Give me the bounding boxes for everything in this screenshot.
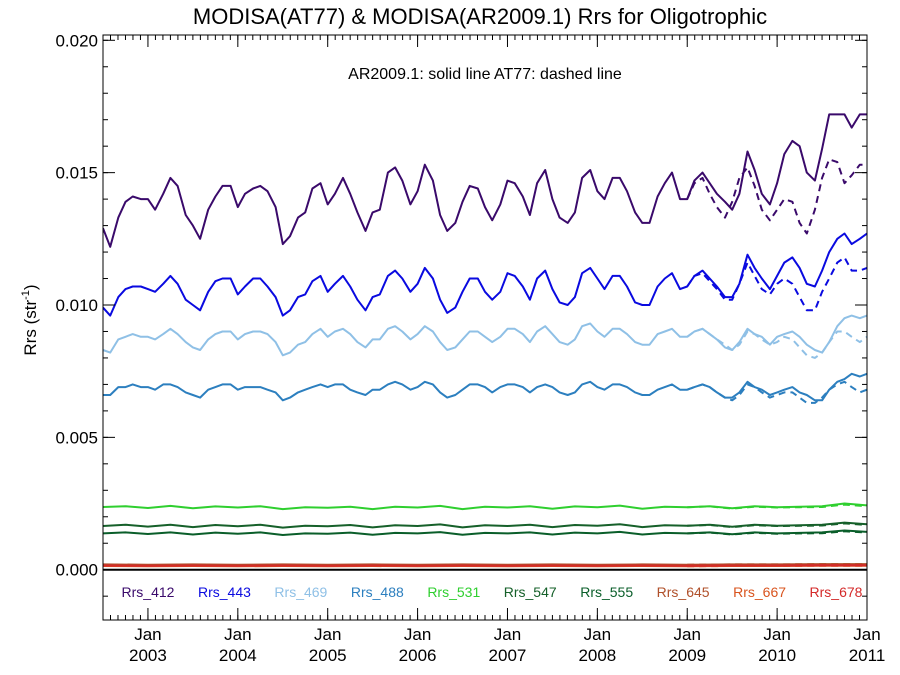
legend-entry-rrs-678: Rrs_678 (810, 584, 863, 600)
x-tick-month: Jan (584, 625, 611, 644)
plot-area (103, 113, 867, 571)
x-tick-year: 2009 (668, 646, 706, 665)
series-rrs-531-dashed-line (687, 503, 867, 510)
x-tick-month: Jan (224, 625, 251, 644)
y-axis-label: Rrs (str-1) (20, 284, 40, 355)
series-rrs-469-dashed-line (686, 327, 867, 359)
series-rrs-412-dashed-line (686, 158, 867, 235)
y-axis-label-main: Rrs (str (21, 300, 40, 356)
legend-entry-rrs-667: Rrs_667 (733, 584, 786, 600)
chart-title: MODISA(AT77) & MODISA(AR2009.1) Rrs for … (193, 4, 767, 29)
series-rrs-469-solid-line (103, 314, 867, 357)
legend: Rrs_412 Rrs_443 Rrs_469 Rrs_488 Rrs_531 Rrs_5… (122, 584, 863, 600)
y-tick-label: 0.015 (55, 164, 98, 183)
legend-entry-rrs-555: Rrs_555 (580, 584, 633, 600)
legend-entry-rrs-645: Rrs_645 (657, 584, 710, 600)
x-tick-year: 2011 (849, 646, 886, 665)
legend-entry-rrs-531: Rrs_531 (427, 584, 480, 600)
series-rrs-555-dashed-line (687, 530, 867, 536)
series-rrs-488-solid-line (103, 372, 867, 402)
series-rrs-547-dashed-line (687, 522, 867, 529)
x-tick-month: Jan (314, 625, 341, 644)
legend-entry-rrs-488: Rrs_488 (351, 584, 404, 600)
axes: 0.000 0.005 0.010 0.015 0.020 Jan 2003 Jan 2004 J… (55, 31, 885, 665)
series-rrs-678-dashed-line (687, 564, 867, 567)
y-tick-label: 0.010 (55, 296, 98, 315)
y-tick-label: 0.005 (55, 428, 98, 447)
y-tick-label: 0.000 (55, 561, 98, 580)
x-tick-year: 2006 (399, 646, 437, 665)
legend-entry-rrs-547: Rrs_547 (504, 584, 557, 600)
x-tick-month: Jan (404, 625, 431, 644)
x-tick-month: Jan (853, 625, 880, 644)
x-tick-month: Jan (134, 625, 161, 644)
x-tick-year: 2003 (129, 646, 167, 665)
x-tick-year: 2005 (309, 646, 347, 665)
x-tick-year: 2004 (219, 646, 257, 665)
legend-entry-rrs-469: Rrs_469 (274, 584, 327, 600)
chart-annotation: AR2009.1: solid line AT77: dashed line (348, 66, 622, 83)
series-rrs-645-dashed-line (687, 563, 867, 566)
y-axis-label-sup: -1 (20, 290, 32, 300)
x-tick-month: Jan (494, 625, 521, 644)
y-tick-label: 0.020 (55, 31, 98, 50)
series-rrs-443-solid-line (103, 232, 867, 317)
x-tick-year: 2010 (758, 646, 796, 665)
x-tick-year: 2008 (578, 646, 616, 665)
series-rrs-412-solid-line (103, 113, 867, 248)
x-tick-month: Jan (674, 625, 701, 644)
legend-entry-rrs-412: Rrs_412 (122, 584, 175, 600)
x-tick-year: 2007 (489, 646, 527, 665)
x-tick-month: Jan (763, 625, 790, 644)
series-rrs-443-dashed-line (686, 256, 867, 312)
y-axis-label-close: ) (21, 284, 40, 290)
legend-entry-rrs-443: Rrs_443 (198, 584, 251, 600)
